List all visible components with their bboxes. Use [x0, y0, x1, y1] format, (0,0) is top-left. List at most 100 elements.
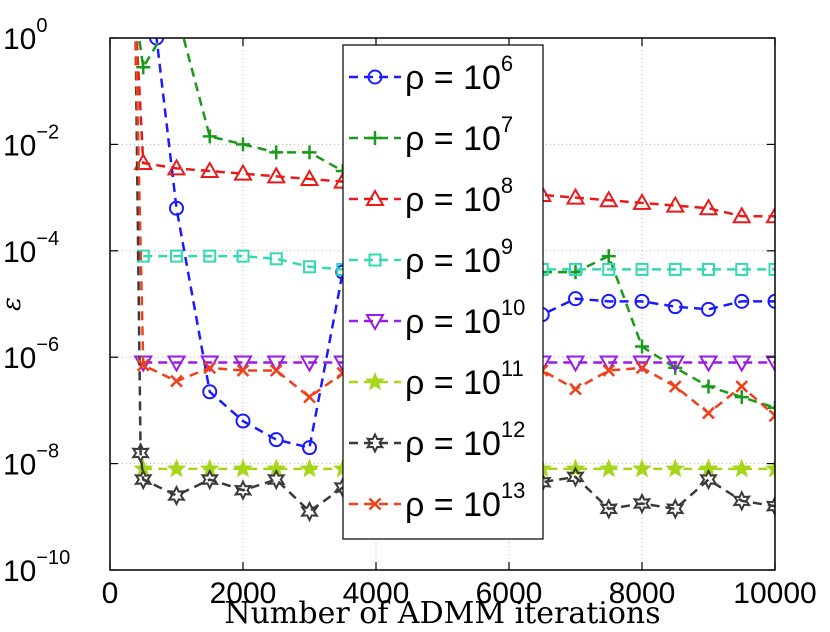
data-point [203, 361, 217, 375]
data-point [266, 355, 286, 373]
data-point [233, 355, 253, 373]
y-tick-base: 10 [3, 342, 36, 375]
data-point [665, 458, 686, 478]
data-point [302, 145, 317, 160]
legend-base: ρ = 10 [405, 486, 501, 524]
legend-label: ρ = 1012 [405, 417, 525, 463]
data-point [236, 249, 250, 263]
legend-marker [368, 253, 382, 267]
data-point [269, 364, 283, 377]
data-point [668, 380, 682, 393]
legend-base: ρ = 10 [405, 364, 501, 402]
y-tick-label: 10−4 [3, 228, 59, 269]
y-tick-label: 10−8 [3, 441, 59, 482]
data-point [565, 187, 586, 205]
data-point [765, 495, 775, 517]
y-tick-exponent: −2 [36, 121, 59, 143]
data-point [303, 390, 316, 404]
y-tick-label: 10−10 [3, 547, 70, 588]
data-point [668, 262, 682, 276]
data-point [269, 252, 283, 266]
data-point [200, 160, 220, 178]
legend-box [342, 44, 544, 540]
series-line [143, 254, 775, 271]
legend-exponent: 13 [501, 478, 525, 503]
legend-item: ρ = 106 [349, 51, 513, 97]
data-point [266, 166, 286, 184]
data-point [732, 355, 752, 373]
y-tick-base: 10 [3, 555, 36, 588]
y-tick-label: 100 [3, 15, 48, 56]
data-point [133, 468, 153, 491]
data-point [136, 358, 150, 372]
data-point [768, 409, 775, 423]
data-point [565, 355, 586, 373]
data-point [699, 468, 718, 491]
data-point [166, 458, 187, 478]
data-point [569, 262, 582, 276]
legend-exponent: 9 [501, 234, 513, 259]
data-point [235, 413, 251, 429]
data-point [665, 355, 685, 373]
data-point [698, 355, 719, 373]
legend-base: ρ = 10 [405, 242, 501, 280]
legend-exponent: 6 [501, 51, 513, 76]
legend-marker [367, 69, 383, 85]
data-point [299, 355, 320, 373]
data-point [665, 498, 685, 520]
data-point [170, 374, 183, 388]
legend-label: ρ = 108 [405, 173, 513, 219]
data-point [302, 440, 317, 456]
legend-marker [368, 497, 382, 511]
legend-base: ρ = 10 [405, 59, 501, 97]
y-tick-base: 10 [3, 23, 36, 56]
data-point [702, 406, 715, 420]
data-point [632, 458, 652, 478]
plot-frame [109, 37, 776, 571]
legend-exponent: 10 [501, 295, 525, 320]
data-point [269, 145, 284, 160]
y-tick-base: 10 [3, 129, 36, 162]
x-tick-label: 4000 [343, 577, 410, 610]
legend-item: ρ = 109 [349, 234, 513, 280]
y-tick-base: 10 [3, 449, 36, 482]
data-point [735, 380, 749, 393]
y-tick-exponent: −6 [36, 334, 59, 356]
data-point [601, 293, 617, 309]
legend-marker [365, 432, 385, 454]
legend-item: ρ = 1010 [349, 295, 525, 341]
data-point [131, 442, 150, 464]
data-point [632, 192, 652, 210]
data-point [702, 262, 715, 276]
y-tick-label: 10−2 [3, 121, 59, 162]
data-point [599, 355, 619, 373]
legend-label: ρ = 1013 [405, 478, 525, 524]
data-point [233, 479, 253, 501]
legend-label: ρ = 107 [405, 112, 513, 158]
data-point [233, 458, 253, 478]
data-point [202, 129, 217, 144]
data-point [599, 498, 619, 520]
data-point [136, 60, 151, 75]
legend-exponent: 8 [501, 173, 513, 198]
data-point [236, 364, 250, 377]
x-axis-label: Number of ADMM iterations [224, 596, 660, 631]
data-point [701, 379, 716, 394]
y-tick-label: 10−6 [3, 334, 59, 375]
data-point [598, 458, 619, 478]
data-point [566, 466, 585, 488]
data-point [299, 458, 320, 478]
legend-item: ρ = 107 [349, 112, 513, 158]
legend-item: ρ = 108 [349, 173, 513, 219]
legend-label: ρ = 109 [405, 234, 513, 280]
data-point [236, 137, 250, 152]
y-tick-exponent: −4 [36, 228, 59, 250]
data-point [765, 206, 775, 224]
legend-marker [368, 131, 382, 145]
legend-base: ρ = 10 [405, 425, 501, 463]
data-point [732, 206, 752, 224]
data-point [635, 339, 649, 354]
data-point [768, 400, 775, 415]
x-tick-label: 2000 [210, 577, 277, 610]
